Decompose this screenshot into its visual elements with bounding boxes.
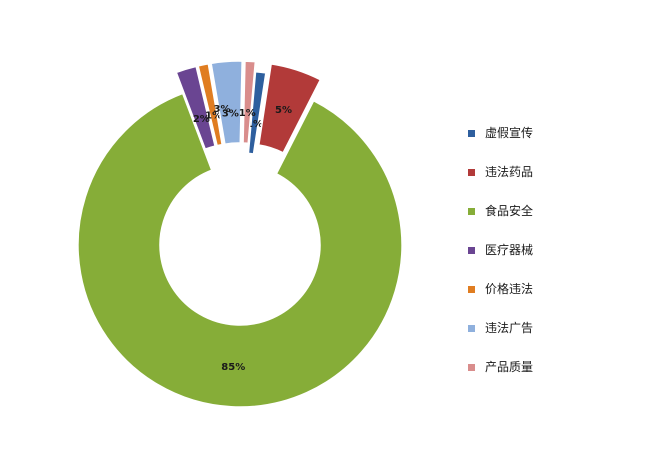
slice-food-safety xyxy=(77,92,403,408)
legend-label: 虚假宣传 xyxy=(485,126,534,140)
legend-label: 违法广告 xyxy=(485,321,534,335)
label-food-safety: 85% xyxy=(221,362,245,373)
legend-label: 食品安全 xyxy=(485,204,534,218)
legend-label: 医疗器械 xyxy=(485,243,534,257)
label-illegal-drugs: 5% xyxy=(275,105,292,116)
slice-product-quality xyxy=(242,60,257,145)
label-false-advertising: 1% xyxy=(246,119,263,130)
slice-false-advertising xyxy=(247,70,267,155)
legend-swatch xyxy=(468,286,475,293)
label-product-quality: 1% xyxy=(239,108,256,119)
legend-swatch xyxy=(468,325,475,332)
legend-label: 产品质量 xyxy=(485,360,534,374)
slice-medical-devices xyxy=(175,65,216,151)
label-illegal-ads: 3% xyxy=(222,108,239,119)
legend-swatch xyxy=(468,364,475,371)
legend-label: 违法药品 xyxy=(485,165,534,179)
legend-label: 价格违法 xyxy=(485,282,534,296)
legend-swatch xyxy=(468,169,475,176)
label-medical-devices: 2% xyxy=(193,114,210,125)
label-price-violation: 1% xyxy=(205,111,222,122)
slice-price-violation xyxy=(197,62,223,147)
legend-swatch xyxy=(468,247,475,254)
legend-swatch xyxy=(468,130,475,137)
slice-illegal-ads xyxy=(210,60,243,146)
slice-illegal-drugs xyxy=(257,63,322,154)
label-extra-0: 3% xyxy=(214,104,231,115)
legend-swatch xyxy=(468,208,475,215)
